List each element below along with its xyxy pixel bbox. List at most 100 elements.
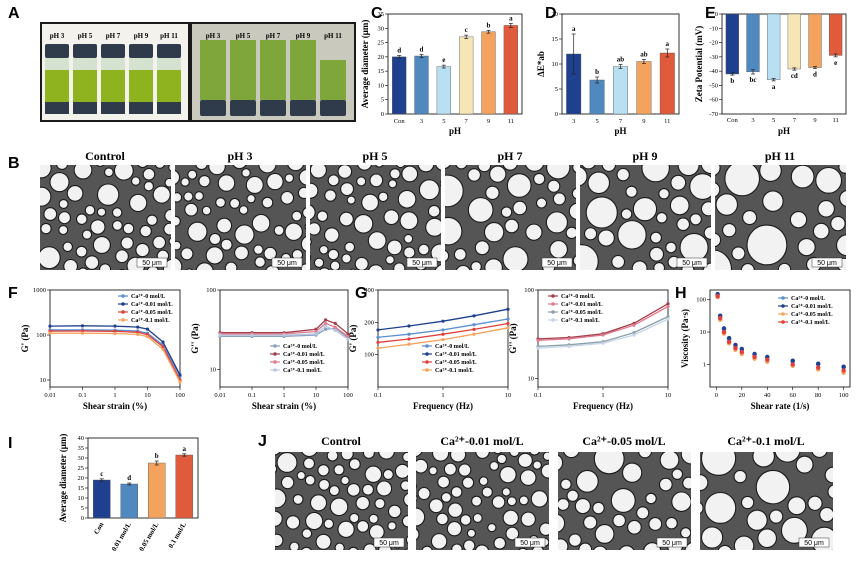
scale-bar-box — [798, 537, 830, 548]
droplet — [428, 498, 444, 514]
y-tick-label: 400 — [364, 287, 374, 294]
droplet — [302, 207, 306, 219]
droplet — [648, 517, 663, 531]
droplet — [319, 267, 330, 270]
droplet — [304, 474, 316, 486]
bar — [767, 13, 781, 80]
droplet — [830, 215, 846, 232]
droplet — [587, 171, 611, 195]
droplet — [323, 227, 340, 243]
bar — [93, 479, 111, 519]
droplet — [746, 509, 768, 531]
droplet — [558, 513, 566, 533]
droplet — [73, 165, 93, 180]
droplet — [585, 196, 618, 229]
droplet — [636, 506, 650, 520]
bar — [459, 36, 474, 115]
droplet — [827, 484, 833, 499]
droplet — [261, 196, 274, 209]
bar — [436, 66, 451, 115]
y-tick-label: 10 — [552, 61, 559, 68]
significance-letter: c — [100, 470, 103, 478]
droplet — [787, 496, 807, 516]
y-tick-label: 1000 — [33, 287, 46, 294]
droplet — [310, 254, 312, 261]
droplet — [369, 173, 384, 188]
droplet — [389, 168, 401, 180]
significance-letter: d — [397, 46, 401, 54]
legend-label: Ca²⁺-0.1 mol/L — [131, 317, 170, 324]
droplet — [253, 244, 264, 255]
scale-bar-box — [271, 257, 303, 268]
droplet — [400, 480, 408, 491]
droplet — [532, 460, 542, 470]
y-axis-label: G' (Pa) — [20, 325, 30, 353]
droplet — [298, 169, 306, 186]
droplet — [368, 264, 384, 270]
droplets — [416, 452, 549, 550]
droplet — [113, 165, 134, 181]
droplet — [658, 187, 670, 200]
x-tick-label: Con — [92, 521, 105, 536]
droplet — [425, 217, 441, 237]
droplet — [592, 501, 605, 515]
vial-base — [73, 102, 97, 114]
data-point — [536, 338, 540, 342]
droplet — [724, 165, 761, 197]
droplet — [313, 257, 325, 268]
droplet — [700, 501, 704, 515]
y-tick-label: -40 — [709, 68, 718, 75]
vial-liquid — [157, 70, 181, 102]
legend-label: Ca²⁺-0 mol/L — [791, 295, 825, 302]
droplet — [418, 179, 440, 201]
droplet — [184, 202, 199, 217]
x-tick-label: 10 — [665, 392, 672, 399]
droplet — [258, 165, 277, 174]
droplet — [195, 262, 214, 270]
droplet — [593, 452, 625, 475]
droplet — [402, 452, 408, 463]
droplet — [40, 186, 52, 207]
droplet — [427, 204, 441, 218]
bar — [636, 61, 652, 115]
droplet — [447, 502, 463, 518]
x-tick-label: 3 — [420, 118, 423, 125]
legend-marker — [781, 320, 785, 324]
data-point — [601, 333, 605, 337]
droplet — [449, 452, 467, 463]
droplet — [363, 543, 377, 550]
droplet — [234, 245, 249, 261]
y-tick-label: 100 — [524, 287, 534, 294]
x-tick-label: 7 — [619, 118, 623, 125]
droplet — [263, 246, 277, 261]
significance-letter: d — [813, 71, 817, 79]
droplet — [487, 522, 497, 533]
droplet — [333, 464, 345, 476]
y-tick-label: 20 — [378, 54, 385, 61]
droplet — [340, 475, 350, 486]
droplet — [665, 241, 677, 254]
chart-h-viscosity: 0 20 40 60 80 100 1 10 100 Ca²⁺-0 mol/LCa²⁺-0.01 … — [680, 289, 851, 411]
droplet — [224, 261, 238, 270]
droplet — [679, 232, 709, 263]
x-axis-label: pH — [614, 126, 626, 136]
vial-cap — [45, 44, 69, 58]
vial-label-right: pH 11 — [324, 32, 342, 40]
droplet — [198, 174, 211, 188]
micrograph-title: Ca²⁺-0.01 mol/L — [440, 434, 523, 448]
droplet — [645, 492, 657, 505]
legend-marker — [121, 318, 125, 322]
droplet — [568, 533, 582, 547]
droplet — [58, 198, 69, 209]
droplet — [568, 202, 576, 220]
vial-liquid — [101, 70, 125, 102]
data-point — [472, 332, 476, 336]
droplet — [122, 222, 135, 235]
droplet — [502, 509, 519, 527]
x-tick-label: 0.05 mol/L — [138, 521, 161, 553]
x-tick-label: 9 — [487, 118, 490, 125]
droplet — [180, 247, 194, 261]
droplet — [458, 463, 472, 477]
x-tick-label: 60 — [789, 392, 796, 399]
